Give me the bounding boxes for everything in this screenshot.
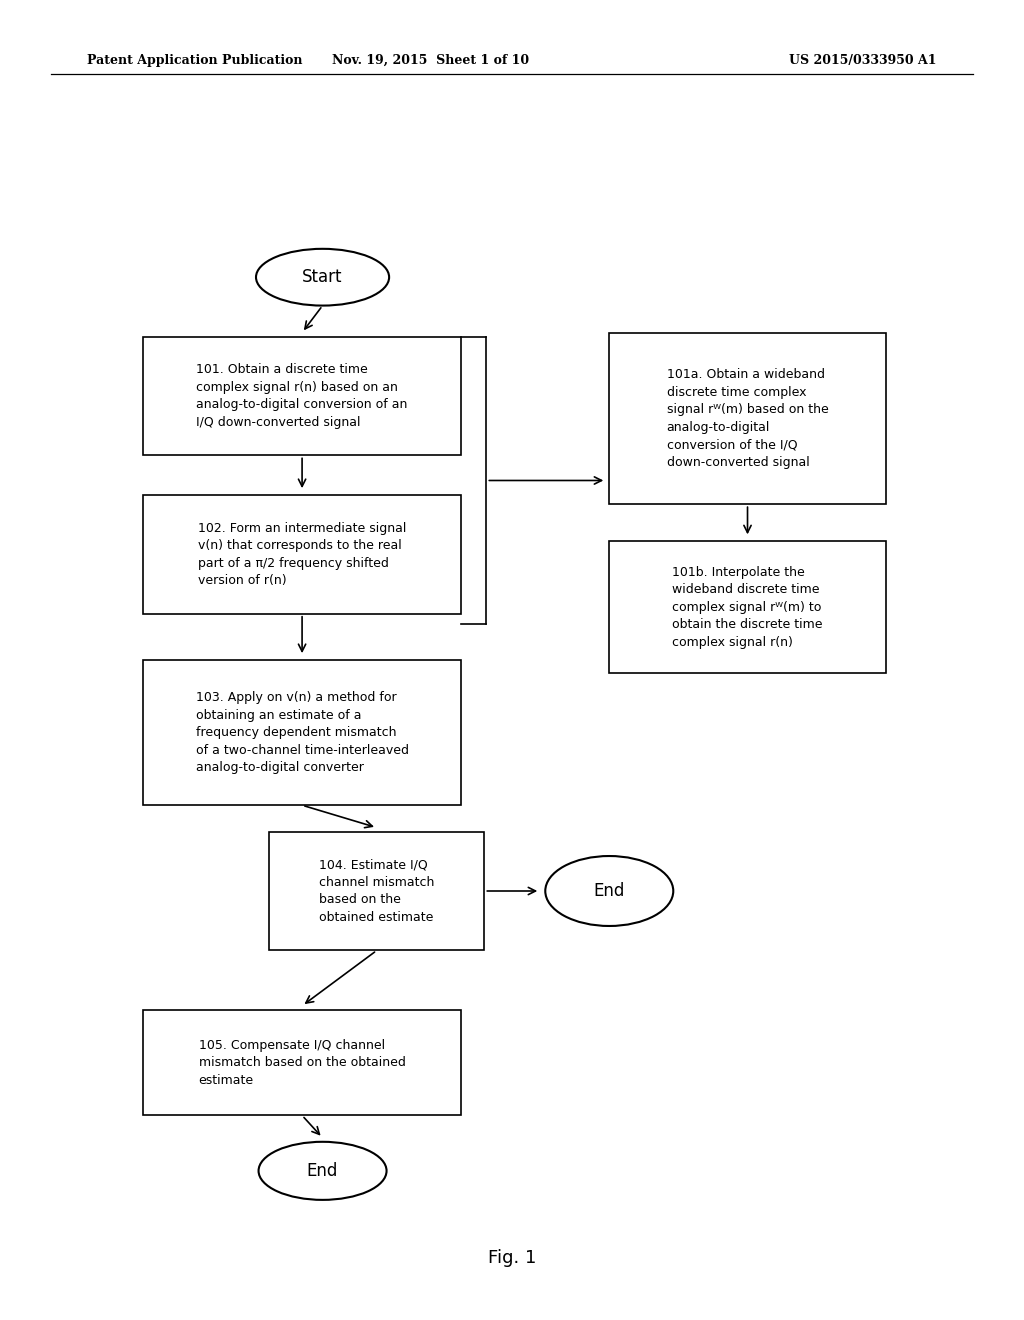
FancyBboxPatch shape [609,541,886,673]
Text: 101b. Interpolate the
wideband discrete time
complex signal rᵂ(m) to
obtain the : 101b. Interpolate the wideband discrete … [673,566,822,648]
FancyBboxPatch shape [143,1010,461,1115]
Text: 105. Compensate I/Q channel
mismatch based on the obtained
estimate: 105. Compensate I/Q channel mismatch bas… [199,1039,406,1086]
Text: 101. Obtain a discrete time
complex signal r(n) based on an
analog-to-digital co: 101. Obtain a discrete time complex sign… [197,363,408,429]
Text: Nov. 19, 2015  Sheet 1 of 10: Nov. 19, 2015 Sheet 1 of 10 [332,54,528,67]
Text: 102. Form an intermediate signal
v(n) that corresponds to the real
part of a π/2: 102. Form an intermediate signal v(n) th… [198,521,407,587]
Ellipse shape [256,248,389,306]
Text: Start: Start [302,268,343,286]
Text: Fig. 1: Fig. 1 [487,1249,537,1267]
FancyBboxPatch shape [269,832,484,950]
Text: End: End [307,1162,338,1180]
Text: US 2015/0333950 A1: US 2015/0333950 A1 [790,54,937,67]
Text: End: End [594,882,625,900]
Ellipse shape [545,855,674,927]
Text: 101a. Obtain a wideband
discrete time complex
signal rᵂ(m) based on the
analog-t: 101a. Obtain a wideband discrete time co… [667,368,828,469]
FancyBboxPatch shape [143,660,461,805]
FancyBboxPatch shape [143,337,461,455]
Text: 103. Apply on v(n) a method for
obtaining an estimate of a
frequency dependent m: 103. Apply on v(n) a method for obtainin… [196,692,409,774]
FancyBboxPatch shape [609,333,886,504]
Text: Patent Application Publication: Patent Application Publication [87,54,302,67]
Ellipse shape [258,1142,387,1200]
FancyBboxPatch shape [143,495,461,614]
Text: 104. Estimate I/Q
channel mismatch
based on the
obtained estimate: 104. Estimate I/Q channel mismatch based… [319,858,434,924]
